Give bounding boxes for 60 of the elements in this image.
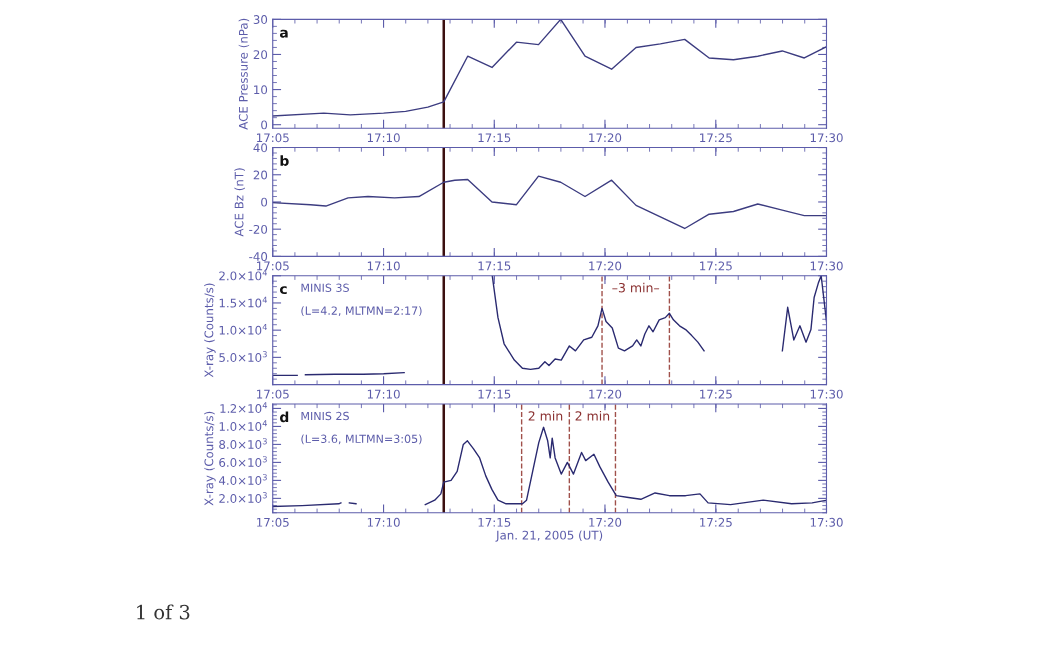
y-tick-label: 2.0×10$^{4}$ xyxy=(219,269,267,281)
y-tick-label: 1.0×10$^{4}$ xyxy=(219,420,267,431)
annotation: c xyxy=(279,286,287,295)
x-tick-label: 17:10 xyxy=(367,261,400,271)
annotation: 2 min xyxy=(575,410,610,421)
x-tick-label: 17:20 xyxy=(589,261,622,271)
y-tick-label: 40 xyxy=(253,143,268,153)
x-tick-label: 17:05 xyxy=(257,389,289,399)
x-tick-label: 17:10 xyxy=(367,133,400,143)
x-tick-label: 17:25 xyxy=(700,517,732,527)
y-tick-label: 4.0×10$^{3}$ xyxy=(218,474,267,485)
x-tick-label: 17:20 xyxy=(589,389,622,399)
annotation: (L=3.6, MLTMN=3:05) xyxy=(301,434,422,445)
x-tick-label: 17:10 xyxy=(367,389,400,399)
text: 1 of 3 xyxy=(137,604,190,620)
y-tick-label: 20 xyxy=(253,170,268,180)
x-tick-label: 17:05 xyxy=(257,517,289,527)
x-tick-label: 17:30 xyxy=(810,517,843,527)
annotation: b xyxy=(280,155,289,166)
x-tick-label: 17:15 xyxy=(478,261,511,271)
x-tick-label: 17:25 xyxy=(700,261,732,271)
x-tick-label: 17:25 xyxy=(700,389,732,399)
x-tick-label: 17:15 xyxy=(478,389,511,399)
y-tick-label: 1.2×10$^{4}$ xyxy=(220,402,268,413)
y-axis-title: X-ray (Counts/s) xyxy=(204,411,216,506)
x-axis-title: Jan. 21, 2005 (UT) xyxy=(495,530,603,542)
y-tick-label: 1.0×10$^{4}$ xyxy=(219,324,267,335)
x-tick-label: 17:15 xyxy=(478,518,511,527)
x-tick-label: 17:30 xyxy=(810,389,843,399)
annotation: a xyxy=(279,29,288,38)
x-tick-label: 17:30 xyxy=(810,133,843,143)
y-tick-label: -20 xyxy=(249,224,268,234)
y-axis-title: ACE Bz (nT) xyxy=(234,168,245,237)
x-tick-label: 17:20 xyxy=(589,517,622,527)
annotation: (L=4.2, MLTMN=2:17) xyxy=(301,306,422,317)
annotation: MINIS 3S xyxy=(301,283,349,292)
x-tick-label: 17:20 xyxy=(589,133,622,143)
y-tick-label: -40 xyxy=(249,252,268,262)
annotation: MINIS 2S xyxy=(301,411,349,421)
y-tick-label: 8.0×10$^{3}$ xyxy=(219,438,267,449)
annotation: d xyxy=(280,411,289,423)
y-tick-label: 1.5×10$^{4}$ xyxy=(219,296,267,308)
y-tick-label: 2.0×10$^{3}$ xyxy=(219,492,267,503)
annotation: –3 min– xyxy=(612,282,660,293)
x-tick-label: 17:15 xyxy=(478,133,511,143)
y-tick-label: 0 xyxy=(261,197,268,207)
x-tick-label: 17:05 xyxy=(257,133,289,143)
x-tick-label: 17:25 xyxy=(700,133,732,143)
y-tick-label: 20 xyxy=(253,50,268,60)
annotation: 2 min xyxy=(528,410,563,421)
y-tick-label: 30 xyxy=(253,15,268,24)
x-tick-label: 17:05 xyxy=(257,261,289,271)
y-axis-title: ACE Pressure (nPa) xyxy=(238,18,250,130)
y-tick-label: 6.0×10$^{3}$ xyxy=(219,456,267,467)
y-tick-label: 0 xyxy=(261,120,268,130)
y-axis-title: X-ray (Counts/s) xyxy=(204,283,216,378)
y-tick-label: 10 xyxy=(254,85,268,95)
x-tick-label: 17:30 xyxy=(810,261,843,271)
x-tick-label: 17:10 xyxy=(367,517,400,527)
y-tick-label: 5.0×10$^{3}$ xyxy=(219,351,267,362)
